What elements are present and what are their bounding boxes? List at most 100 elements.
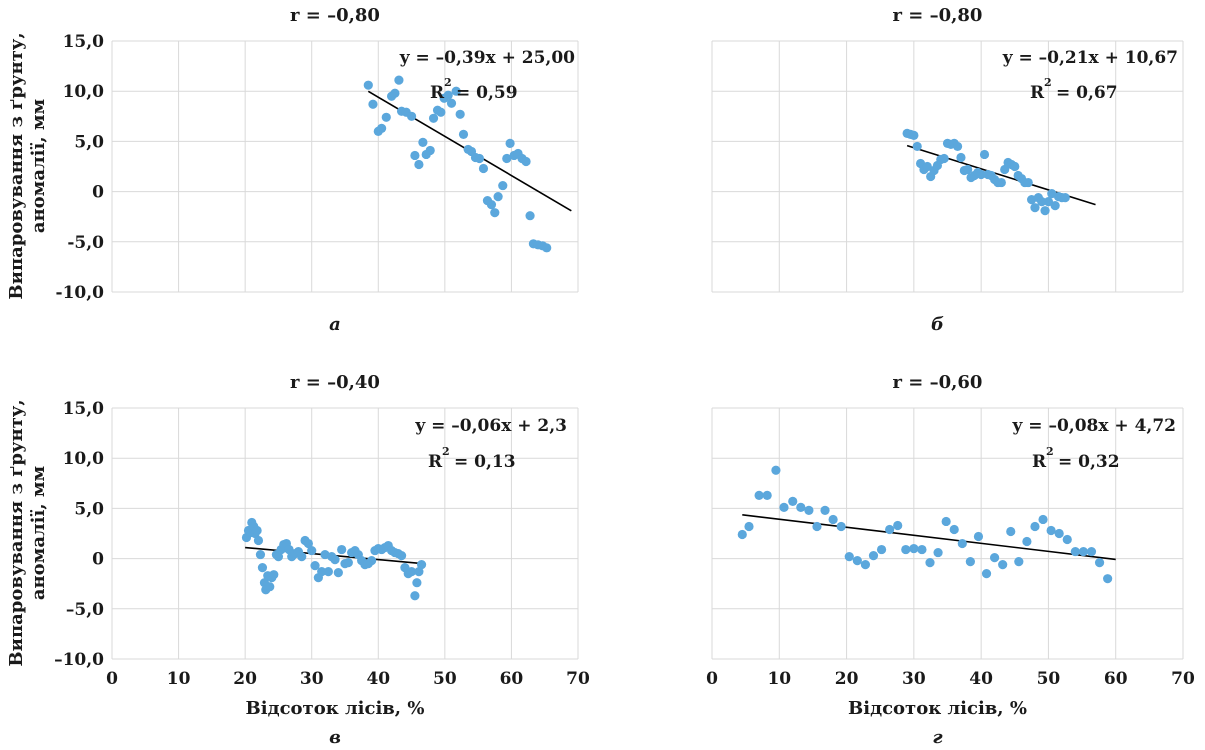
data-point (1103, 574, 1113, 584)
x-tick-label: 60 (500, 669, 524, 689)
data-point (744, 521, 754, 532)
r-squared-symbol: R (1032, 452, 1047, 472)
chart-title: r = –0,80 (893, 5, 983, 26)
x-tick-label: 20 (233, 669, 257, 689)
data-point (451, 86, 461, 96)
data-point (330, 555, 340, 565)
data-point (1037, 197, 1047, 207)
data-point (446, 98, 457, 108)
data-point (901, 544, 911, 555)
data-point (998, 560, 1008, 570)
data-point (436, 107, 446, 117)
chart-title: r = –0,60 (893, 372, 983, 393)
data-point (1043, 197, 1054, 207)
data-point (418, 137, 428, 148)
data-point (486, 200, 497, 210)
data-point (414, 567, 424, 577)
r-squared-value: = 0,32 (1058, 452, 1120, 472)
data-point (307, 545, 317, 556)
data-point (976, 169, 986, 180)
data-point (505, 138, 515, 149)
r-squared-value: = 0,67 (1056, 83, 1118, 103)
data-point (820, 505, 830, 516)
r-squared-value: = 0,13 (454, 452, 516, 472)
data-point (367, 556, 377, 566)
r-squared-symbol: R (428, 452, 443, 472)
data-point (1006, 526, 1016, 537)
data-point (490, 208, 500, 218)
data-point (498, 180, 508, 191)
regression-equation: y = –0,21x + 10,67 (1002, 48, 1178, 68)
data-point (525, 211, 535, 221)
r-squared-superscript: 2 (442, 445, 450, 458)
data-point (265, 582, 275, 592)
data-point (909, 543, 919, 554)
y-tick-label: 15,0 (63, 32, 105, 52)
data-point (844, 551, 854, 562)
data-point (852, 556, 862, 566)
panel-label: г (932, 727, 942, 748)
data-point (333, 568, 343, 578)
data-point (893, 520, 903, 531)
y-tick-label: 15,0 (63, 399, 105, 419)
data-point (257, 563, 268, 573)
data-point (1022, 536, 1032, 547)
x-tick-label: 0 (106, 669, 118, 689)
x-tick-label: 10 (167, 669, 191, 689)
chart-panel-4: 0 10 20 30 40 50 60 70 r = –0,60 y = –0,08x + 4,7… (706, 372, 1195, 748)
r-squared-symbol: R (1030, 83, 1045, 103)
data-point (502, 153, 512, 164)
x-tick-label: 30 (902, 669, 926, 689)
data-point (754, 490, 764, 500)
data-point (965, 557, 975, 567)
x-tick-label: 50 (433, 669, 457, 689)
data-point (542, 243, 552, 253)
data-point (310, 561, 320, 571)
data-point (412, 578, 422, 588)
data-point (1030, 521, 1040, 532)
data-point (990, 552, 1000, 563)
y-tick-label: 5,0 (74, 499, 104, 519)
data-point (979, 149, 990, 160)
x-axis-label: Відсоток лісів, % (246, 698, 425, 719)
x-tick-label: 30 (300, 669, 324, 689)
panel-label: б (931, 314, 944, 335)
data-point (455, 109, 465, 119)
chart-title: r = –0,80 (290, 5, 380, 26)
data-point (474, 153, 485, 164)
data-point (1014, 557, 1024, 567)
data-point (406, 111, 417, 121)
x-tick-label: 70 (1171, 669, 1195, 689)
data-point (956, 152, 966, 163)
regression-equation: y = –0,06x + 2,3 (414, 416, 567, 436)
data-point (876, 544, 887, 555)
data-point (1023, 177, 1033, 188)
data-point (885, 524, 895, 535)
data-point (269, 570, 279, 580)
y-tick-label: 10,0 (63, 449, 105, 469)
y-tick-label: 0 (92, 183, 104, 203)
data-point (443, 90, 453, 100)
data-point (493, 192, 503, 202)
data-point (521, 156, 531, 167)
chart-panel-3: 15,010,05,00–5,0–10,00 10 20 30 40 50 60 70r = … (6, 372, 590, 748)
r-squared-superscript: 2 (1044, 76, 1052, 89)
data-point (255, 549, 266, 560)
grid (711, 40, 1184, 293)
data-point (394, 75, 404, 85)
y-tick-label: 5,0 (74, 132, 104, 152)
data-point (804, 505, 814, 516)
data-point (1050, 201, 1060, 211)
data-point (737, 529, 747, 540)
data-point (416, 560, 427, 570)
data-point (368, 99, 378, 109)
data-point (381, 112, 391, 122)
data-point (297, 551, 307, 562)
chart-panel-2: r = –0,80 y = –0,21x + 10,67 R2 = 0,67 б (711, 5, 1184, 335)
grid (711, 407, 1184, 660)
y-tick-label: 10,0 (63, 82, 105, 102)
r-squared-value: = 0,59 (456, 83, 518, 103)
data-point (323, 567, 333, 577)
data-point (788, 496, 798, 506)
